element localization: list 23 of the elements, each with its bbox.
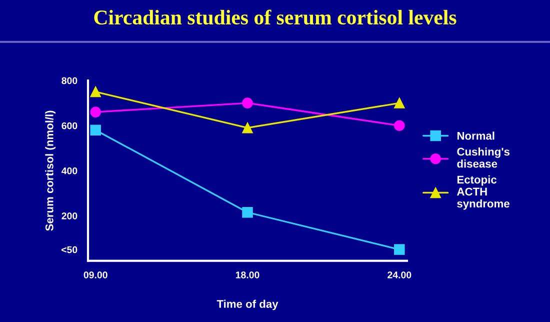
point xyxy=(242,98,253,108)
chart-title: Circadian studies of serum cortisol levels xyxy=(94,10,456,25)
legend-label: Normal xyxy=(457,132,494,140)
y-tick-label: 800 xyxy=(62,77,78,84)
y-tick-label: 600 xyxy=(62,122,78,130)
point xyxy=(90,106,101,118)
point xyxy=(394,244,405,255)
y-tick-label: 400 xyxy=(62,167,78,174)
point xyxy=(90,124,101,136)
point xyxy=(90,86,101,98)
point xyxy=(394,98,405,108)
point xyxy=(394,120,405,131)
legend-label: Cushing's disease xyxy=(457,148,510,168)
point xyxy=(242,206,253,218)
x-tick-label: 24.00 xyxy=(388,271,412,278)
x-tick-label: 18.00 xyxy=(236,271,260,278)
legend-label: Ectopic ACTH syndrome xyxy=(456,175,510,210)
point xyxy=(242,122,253,134)
x-tick-label: 09.00 xyxy=(84,271,108,278)
y-tick-label: <50 xyxy=(62,246,78,254)
y-axis-title: Serum cortisol (nmol/l) xyxy=(45,110,56,231)
y-tick-label: 200 xyxy=(62,212,78,220)
x-axis-title: Time of day xyxy=(216,300,278,310)
